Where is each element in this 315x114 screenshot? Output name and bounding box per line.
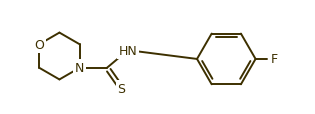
Text: HN: HN [118, 44, 137, 57]
Text: O: O [34, 38, 44, 51]
Text: F: F [271, 53, 278, 66]
Text: S: S [117, 82, 126, 95]
Text: N: N [75, 62, 84, 75]
